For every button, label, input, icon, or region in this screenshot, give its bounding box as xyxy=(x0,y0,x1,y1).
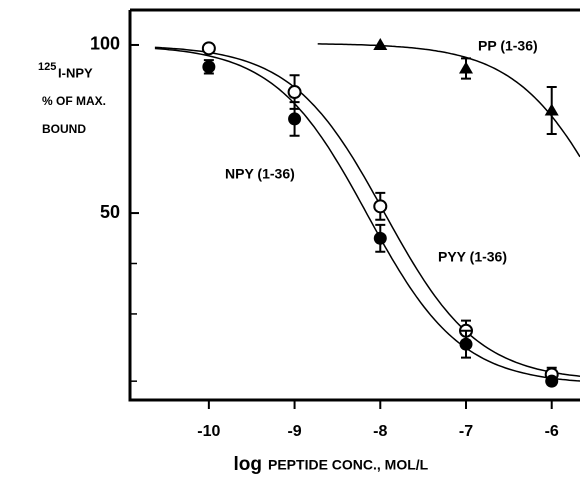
data-point xyxy=(288,112,302,126)
x-tick-label: -7 xyxy=(459,423,473,440)
data-point xyxy=(545,374,559,388)
fit-curve xyxy=(154,47,580,382)
data-point xyxy=(544,103,559,116)
x-tick-label: -10 xyxy=(197,423,220,440)
y-axis-label: I-NPY xyxy=(58,65,93,80)
data-point xyxy=(459,337,473,351)
x-tick-label: -8 xyxy=(373,423,387,440)
y-axis-label: % OF MAX. xyxy=(42,94,106,108)
y-tick-label: 50 xyxy=(100,202,120,222)
series-label: NPY (1-36) xyxy=(225,166,295,182)
y-tick-label: 100 xyxy=(90,34,120,54)
fit-curve xyxy=(154,46,580,377)
data-point xyxy=(373,231,387,245)
data-point xyxy=(201,41,216,56)
data-point xyxy=(459,61,473,74)
data-point xyxy=(373,199,388,214)
plot-frame xyxy=(128,8,580,402)
data-point xyxy=(202,60,216,74)
series-label: PP (1-36) xyxy=(478,38,538,54)
series-label: PYY (1-36) xyxy=(438,249,507,265)
fit-curve xyxy=(317,43,580,158)
y-axis-label-superscript: 125 xyxy=(38,61,56,73)
x-tick-label: -6 xyxy=(545,423,559,440)
x-tick-label: -9 xyxy=(287,423,301,440)
data-point xyxy=(287,85,302,100)
x-axis-label: PEPTIDE CONC., MOL/L xyxy=(268,457,429,473)
data-point xyxy=(373,37,388,50)
y-axis-label: BOUND xyxy=(42,122,86,136)
x-axis-label-prefix: log xyxy=(234,454,263,475)
